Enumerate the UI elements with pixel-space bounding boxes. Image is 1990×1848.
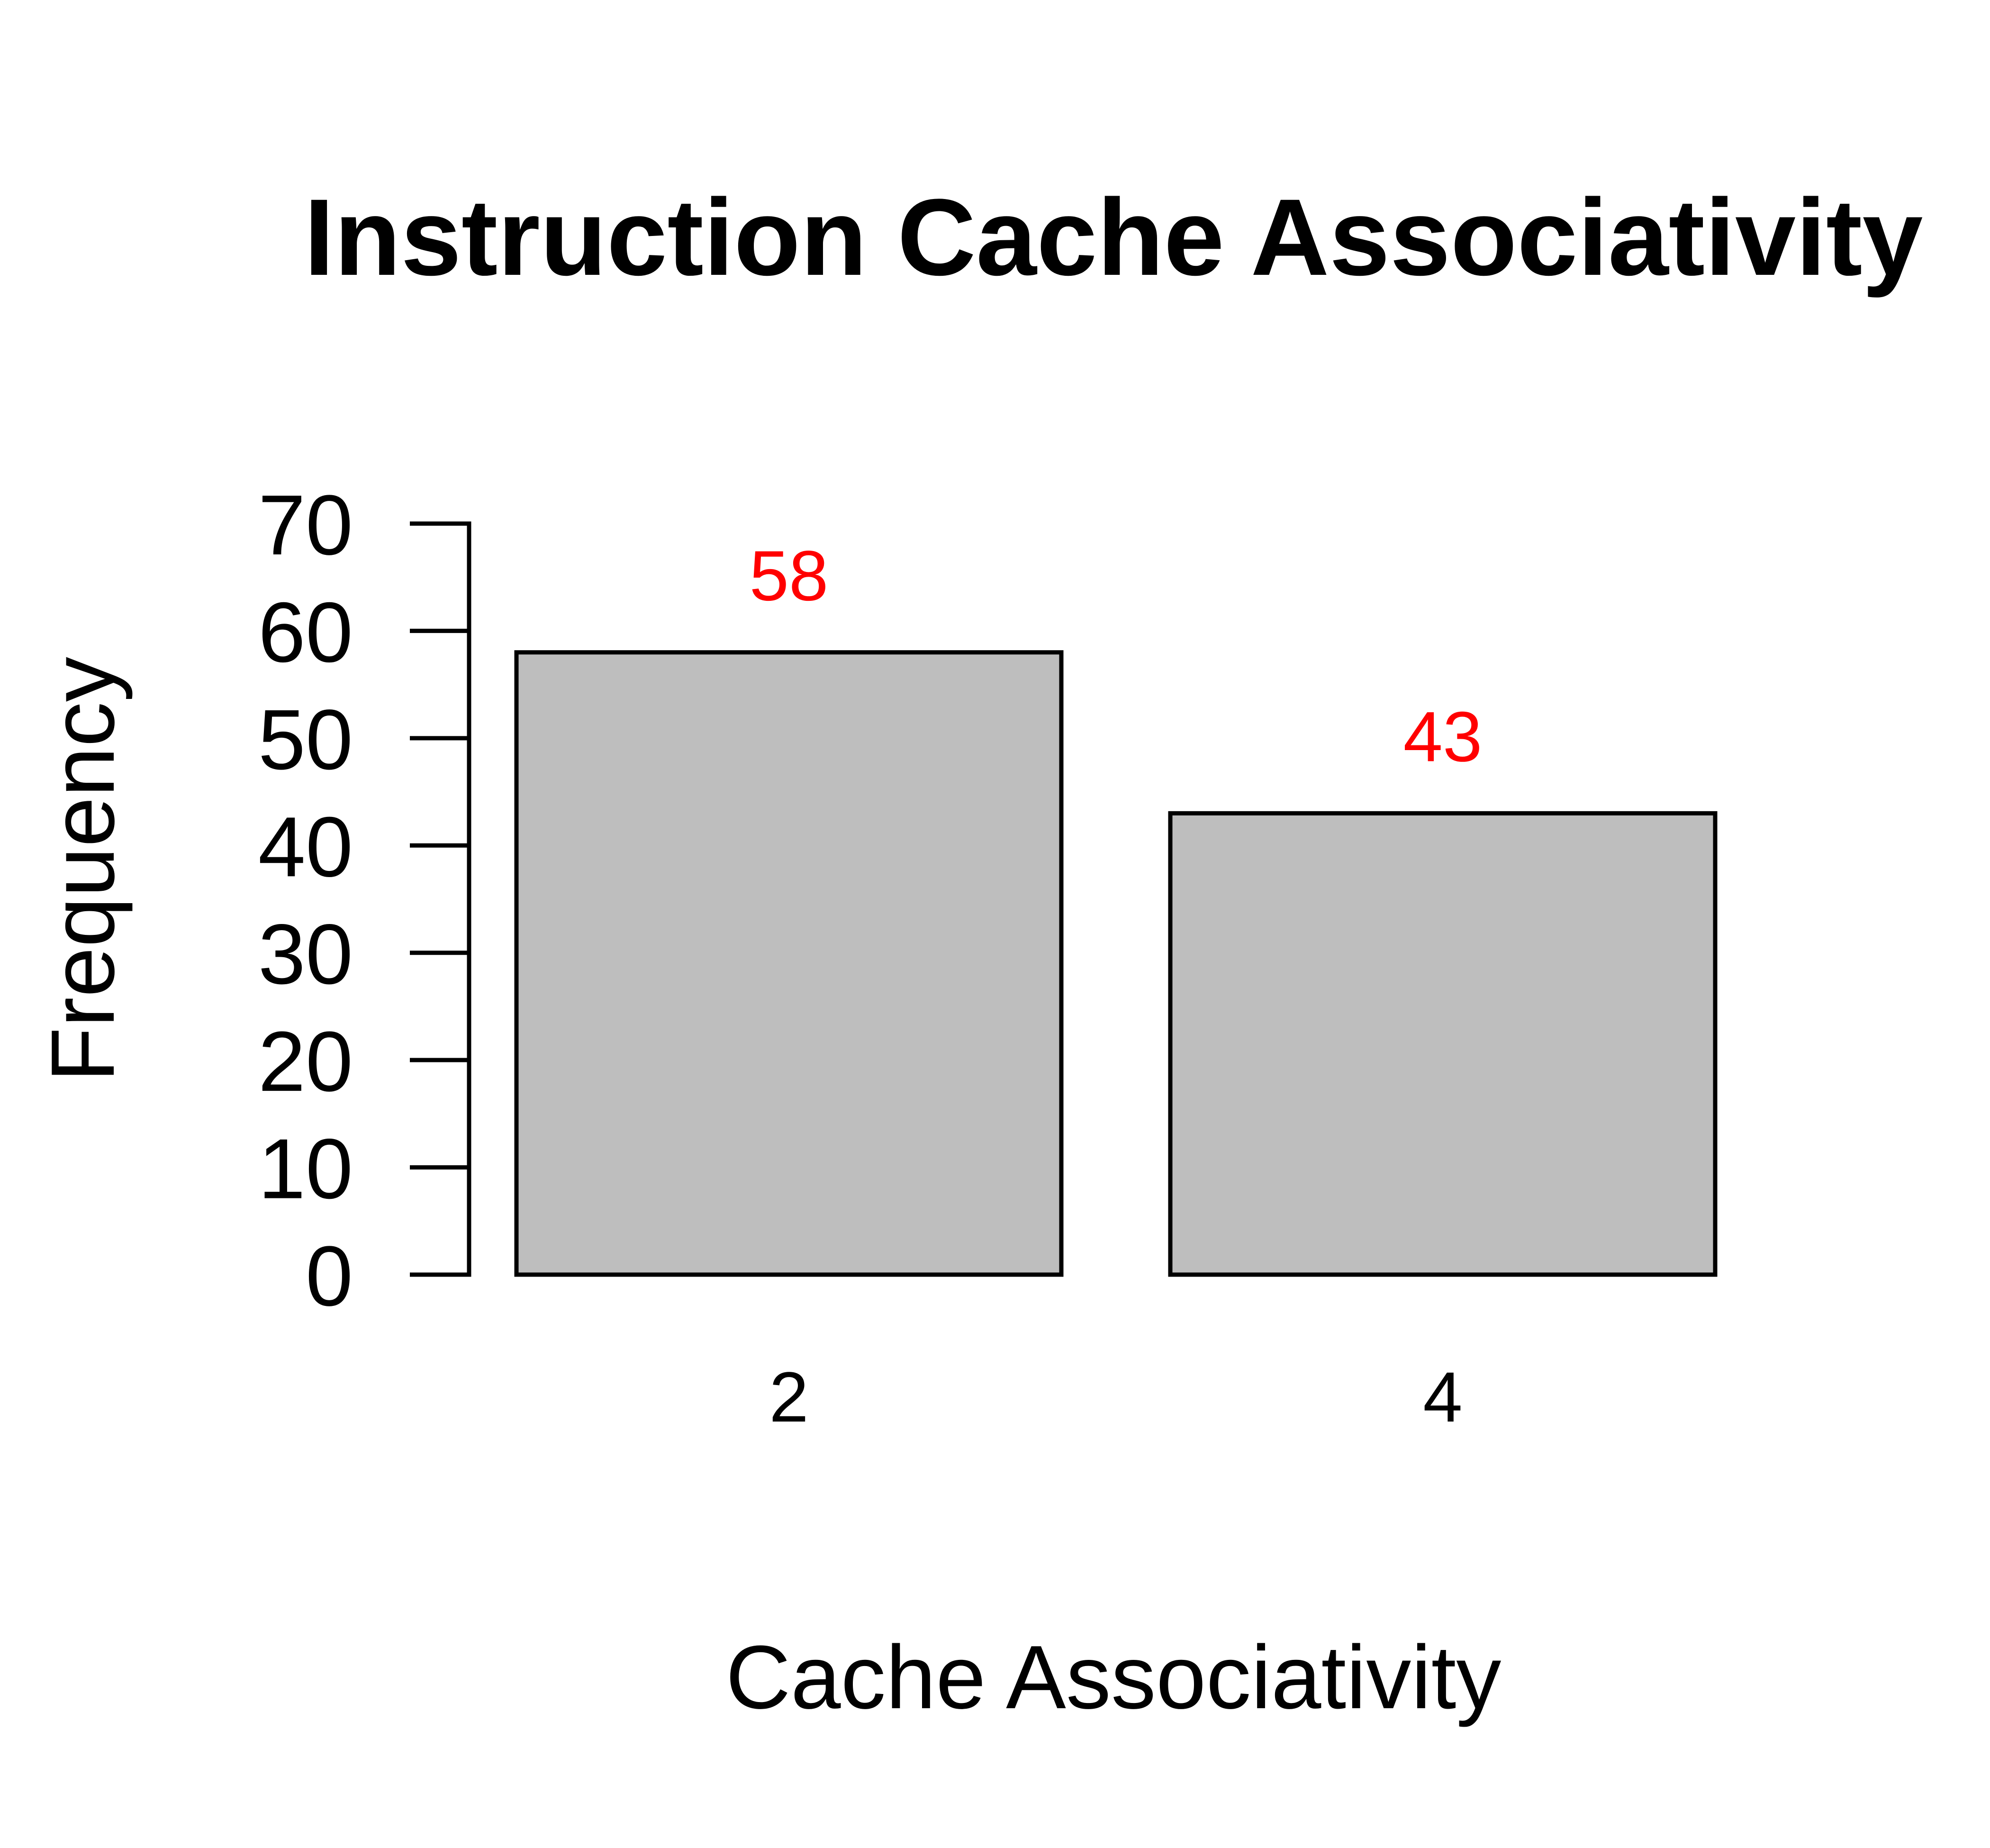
y-axis: 0 10 20 30 40 50 60 70 bbox=[258, 478, 471, 1324]
y-tick-label: 60 bbox=[258, 585, 353, 680]
bar bbox=[1168, 811, 1718, 1277]
bar-value-label: 58 bbox=[750, 536, 829, 616]
y-tick-label: 50 bbox=[258, 692, 353, 788]
x-category-label: 2 bbox=[769, 1357, 808, 1437]
data-labels-group: 58 43 bbox=[750, 536, 1483, 777]
bar bbox=[514, 650, 1064, 1277]
bars-group bbox=[514, 650, 1718, 1277]
x-axis-label: Cache Associativity bbox=[726, 1627, 1502, 1728]
x-category-label: 4 bbox=[1423, 1357, 1462, 1437]
bar-value-label: 43 bbox=[1403, 697, 1483, 776]
y-tick-label: 20 bbox=[258, 1014, 353, 1109]
y-tick-label: 0 bbox=[306, 1229, 353, 1324]
y-tick-label: 10 bbox=[258, 1122, 353, 1217]
y-tick-label: 70 bbox=[258, 478, 353, 573]
chart-title: Instruction Cache Associativity bbox=[304, 176, 1923, 298]
y-tick-label: 30 bbox=[258, 907, 353, 1002]
y-axis-label: Frequency bbox=[33, 657, 133, 1082]
y-tick-label: 40 bbox=[258, 799, 353, 895]
